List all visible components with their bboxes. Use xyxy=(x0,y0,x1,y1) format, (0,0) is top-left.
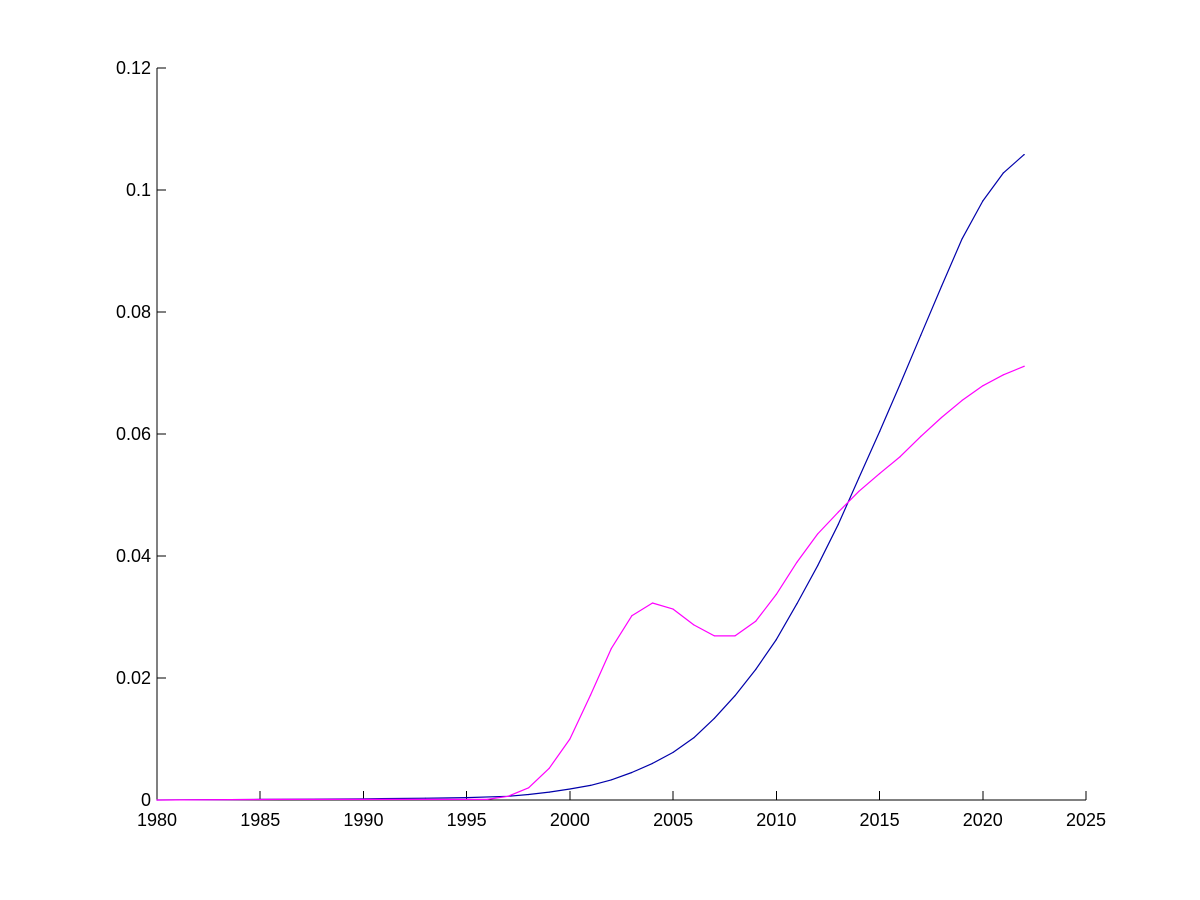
series-1-point xyxy=(920,334,922,336)
series-1-point xyxy=(693,737,695,739)
x-tick-label: 2000 xyxy=(550,810,590,830)
series-2-line xyxy=(156,365,1025,801)
series-2-point xyxy=(755,620,757,622)
series-2-point xyxy=(734,635,736,637)
y-tick-label: 0.04 xyxy=(116,546,151,566)
y-tick-label: 0.1 xyxy=(126,180,151,200)
series-2-point xyxy=(879,473,881,475)
series-1-point xyxy=(424,797,426,799)
series-2-point xyxy=(672,608,674,610)
series-1-point xyxy=(817,565,819,567)
series-2-point xyxy=(486,798,488,801)
y-tick-label: 0.08 xyxy=(116,302,151,322)
series-2-point xyxy=(775,593,777,596)
series-1-point xyxy=(755,668,757,671)
series-2-point xyxy=(362,798,364,801)
series-1-point xyxy=(569,788,571,790)
x-tick-label: 2020 xyxy=(963,810,1003,830)
series-2-point xyxy=(940,416,943,419)
series-2-point xyxy=(507,795,509,797)
series-2-point xyxy=(796,561,798,563)
series-1-point xyxy=(837,523,839,525)
series-2-point xyxy=(569,738,571,740)
x-tick-label: 2025 xyxy=(1066,810,1106,830)
x-tick-label: 1985 xyxy=(240,810,280,830)
series-1-point xyxy=(734,695,736,697)
series-2-point xyxy=(982,385,984,387)
series-2-point xyxy=(920,435,922,437)
series-1-point xyxy=(672,751,674,754)
series-1-point xyxy=(796,603,798,605)
series-1-point xyxy=(961,238,963,240)
series-2-point xyxy=(961,399,963,401)
series-1-point xyxy=(1023,154,1025,156)
series-2-point xyxy=(651,602,654,604)
series-1 xyxy=(156,154,1025,801)
y-tick-label: 0.12 xyxy=(116,58,151,78)
series-2-point xyxy=(899,456,901,458)
series-1-point xyxy=(879,431,881,433)
axes xyxy=(156,68,1086,801)
series-1-point xyxy=(466,797,468,799)
series-2 xyxy=(156,365,1025,801)
x-tick-label: 2015 xyxy=(860,810,900,830)
series-1-point xyxy=(940,285,943,287)
series-2-point xyxy=(589,694,592,696)
x-axis-ticks: 1980 1985 1990 1995 2000 2005 2010 2015 2020 2025 xyxy=(137,791,1106,830)
series-2-point xyxy=(631,615,633,617)
y-tick-label: 0.02 xyxy=(116,668,151,688)
x-tick-label: 2010 xyxy=(756,810,796,830)
series-2-point xyxy=(1023,365,1025,367)
series-1-point xyxy=(610,779,612,781)
series-1-point xyxy=(775,639,777,641)
series-1-point xyxy=(858,477,860,479)
series-2-point xyxy=(548,767,550,769)
series-2-point xyxy=(280,798,282,801)
series-1-point xyxy=(713,717,716,719)
series-1-point xyxy=(899,383,901,385)
series-1-line xyxy=(156,154,1025,801)
series-2-point xyxy=(1002,374,1005,376)
x-tick-label: 1995 xyxy=(447,810,487,830)
series-1-point xyxy=(548,791,550,793)
series-1-point xyxy=(1002,172,1005,174)
series-2-point xyxy=(156,799,158,801)
series-2-point xyxy=(858,490,860,492)
x-tick-label: 2005 xyxy=(653,810,693,830)
series-1-point xyxy=(982,200,984,202)
series-1-point xyxy=(631,771,633,774)
y-axis-ticks: 0 0.02 0.04 0.06 0.08 0.1 0.12 xyxy=(116,58,166,810)
series-2-point xyxy=(528,787,530,789)
series-2-point xyxy=(837,511,839,513)
series-2-point xyxy=(713,635,716,637)
x-tick-label: 1990 xyxy=(343,810,383,830)
series-2-point xyxy=(610,648,612,650)
series-1-point xyxy=(528,793,530,796)
series-1-point xyxy=(589,784,592,787)
plot-series xyxy=(156,154,1025,801)
series-2-point xyxy=(817,533,819,535)
y-tick-label: 0 xyxy=(141,790,151,810)
series-2-point xyxy=(693,624,695,626)
y-tick-label: 0.06 xyxy=(116,424,151,444)
x-tick-label: 1980 xyxy=(137,810,177,830)
series-1-point xyxy=(651,762,654,765)
